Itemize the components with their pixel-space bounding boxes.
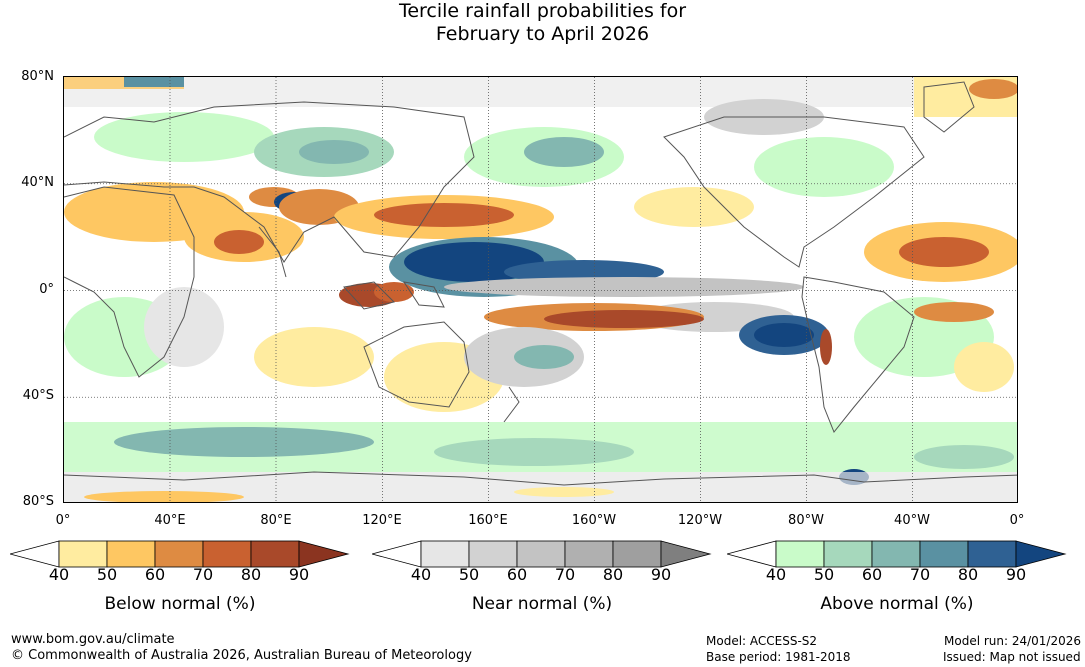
above-tick-40: 40 [765,565,787,584]
near-tick-60: 60 [506,565,528,584]
above-tick-50: 50 [813,565,835,584]
lon-label-120e: 120°E [362,513,402,528]
near-swatch-80 [612,540,662,568]
below-swatch-70 [202,540,252,568]
below-tick-50: 50 [96,565,118,584]
lat-label-80n: 80°N [21,69,54,84]
map-canvas [64,77,1017,502]
graticule [64,77,1017,502]
colorbar-near-normal [372,539,712,569]
near-swatch-70 [564,540,614,568]
above-tick-60: 60 [861,565,883,584]
near-swatch-60 [516,540,566,568]
near-swatch-under [372,540,422,568]
above-swatch-40 [775,540,825,568]
near-swatch-40 [420,540,470,568]
below-tick-70: 70 [192,565,214,584]
above-swatch-over [1015,540,1067,568]
footer-copyright: © Commonwealth of Australia 2026, Austra… [11,648,472,663]
above-swatch-50 [823,540,873,568]
below-tick-90: 90 [288,565,310,584]
coastlines [64,81,1017,486]
lon-label-0-west: 0° [55,513,71,528]
colorbar-above-normal [727,539,1067,569]
below-swatch-80 [250,540,300,568]
above-tick-80: 80 [957,565,979,584]
near-tick-80: 80 [602,565,624,584]
colorbar-above-label: Above normal (%) [820,594,974,614]
below-swatch-over [298,540,350,568]
probability-shading [64,77,1017,502]
above-swatch-70 [919,540,969,568]
above-swatch-60 [871,540,921,568]
near-tick-90: 90 [650,565,672,584]
footer-website: www.bom.gov.au/climate [11,632,175,647]
lon-label-160w: 160°W [571,513,617,528]
near-tick-40: 40 [410,565,432,584]
lat-label-40s: 40°S [22,388,54,403]
above-swatch-80 [967,540,1017,568]
lon-label-160e: 160°E [468,513,508,528]
below-tick-60: 60 [144,565,166,584]
near-tick-70: 70 [554,565,576,584]
lat-label-40n: 40°N [21,175,54,190]
near-swatch-50 [468,540,518,568]
below-tick-40: 40 [48,565,70,584]
below-tick-80: 80 [240,565,262,584]
lon-label-80e: 80°E [260,513,292,528]
near-swatch-over [660,540,712,568]
below-swatch-under [10,540,60,568]
above-tick-70: 70 [909,565,931,584]
lon-label-40e: 40°E [154,513,186,528]
below-swatch-50 [106,540,156,568]
lat-label-equator: 0° [39,282,54,297]
footer-model: Model: ACCESS-S2 [706,634,818,648]
rainfall-probability-map [63,76,1018,503]
below-swatch-40 [58,540,108,568]
title-line-1: Tercile rainfall probabilities for [398,0,687,22]
colorbar-above-swatches [727,540,1067,568]
lon-label-40w: 40°W [894,513,930,528]
footer-model-run: Model run: 24/01/2026 [944,634,1082,648]
near-tick-50: 50 [458,565,480,584]
colorbar-near-label: Near normal (%) [471,594,613,614]
lon-label-120w: 120°W [677,513,723,528]
colorbar-below-normal [10,539,350,569]
title-line-2: February to April 2026 [435,23,650,45]
colorbar-below-swatches [10,540,350,568]
above-tick-90: 90 [1005,565,1027,584]
lat-label-80s: 80°S [22,494,54,509]
colorbar-near-swatches [372,540,712,568]
footer-base-period: Base period: 1981-2018 [706,650,851,664]
lon-label-0-east: 0° [1009,513,1025,528]
map-title: Tercile rainfall probabilities for Febru… [0,0,1085,46]
below-swatch-60 [154,540,204,568]
lon-label-80w: 80°W [788,513,824,528]
colorbar-below-label: Below normal (%) [104,594,256,614]
footer-issued: Issued: Map not issued [943,650,1081,664]
above-swatch-under [727,540,777,568]
